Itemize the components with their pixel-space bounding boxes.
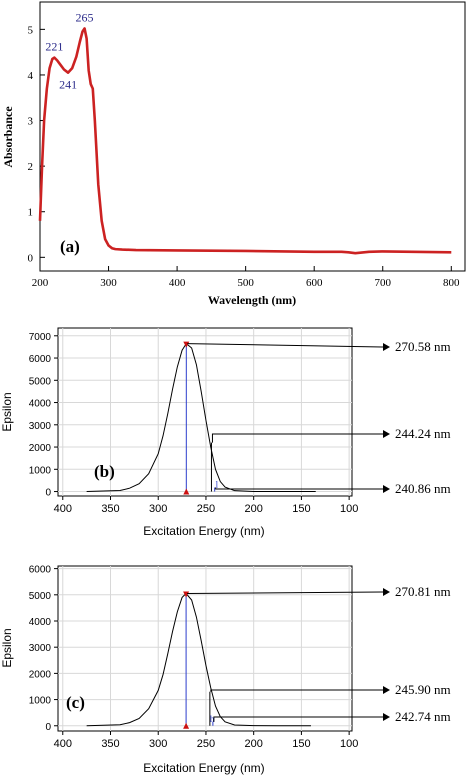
panel-b-epsilon-line: [86, 342, 316, 493]
panel-b-x-tick-label: 300: [149, 503, 167, 515]
panel-b-x-tick-label: 200: [245, 503, 263, 515]
panel-b-ticks: 400 350 300 250 200 150 1000100020003000400050…: [29, 332, 359, 515]
panel-b-y-tick-label: 7000: [29, 332, 52, 343]
panel-b-x-tick-label: 100: [340, 503, 358, 515]
panel-c-x-tick-label: 200: [245, 738, 263, 750]
panel-c-callout-line: [213, 716, 384, 722]
panel-b-x-tick-label: 350: [101, 503, 119, 515]
panel-b-y-axis-title: Epsilon: [0, 392, 14, 431]
panel-c-y-axis-title: Epsilon: [0, 628, 14, 667]
panel-c-x-tick-label: 150: [292, 738, 310, 750]
panel-b-callout-label: 270.58 nm: [395, 339, 451, 354]
panel-b-y-tick-label: 0: [45, 488, 51, 499]
panel-b-peak-marker-base: [183, 488, 190, 495]
panel-b-callout-arrowhead: [383, 430, 390, 438]
panel-a-x-tick-label: 800: [443, 277, 460, 289]
panel-a-peak-labels: 221 241 265: [45, 10, 93, 91]
panel-b-callout-arrowhead: [383, 343, 390, 351]
panel-b-epsilon-chart: 400 350 300 250 200 150 1000100020003000400050…: [0, 327, 451, 538]
panel-a-x-axis-title: Wavelength (nm): [208, 293, 296, 307]
panel-c-callout-arrowhead: [383, 588, 390, 596]
panel-c-x-tick-label: 250: [197, 738, 215, 750]
panel-b-callout-line: [215, 487, 384, 490]
panel-a-peak-label: 241: [59, 78, 77, 92]
panel-b-y-tick-label: 3000: [29, 421, 52, 432]
panel-c-ticks: 400 350 300 250 200 150 1000100020003000400050…: [29, 565, 359, 750]
panel-a-y-tick-label: 5: [28, 24, 34, 36]
panel-b-y-tick-label: 5000: [29, 376, 52, 387]
panel-c-callout-arrowhead: [383, 713, 390, 721]
panel-a-y-tick-label: 4: [28, 70, 34, 82]
panel-a-absorbance-line: [38, 27, 452, 255]
panel-c-sticks: h: [183, 591, 215, 729]
panel-a-x-tick-label: 300: [100, 277, 117, 289]
panel-c-peak-marker-base: [183, 722, 190, 729]
panel-b-gridlines: [58, 328, 352, 496]
panel-b-letter: (b): [94, 462, 115, 481]
panel-b-callouts: 270.58 nm 244.24 nm 240.86 nm: [187, 339, 451, 496]
panel-a-x-tick-label: 200: [32, 277, 49, 289]
panel-c-series: [86, 592, 311, 727]
panel-b-y-tick-label: 2000: [29, 443, 52, 454]
panel-b-callout-line: [211, 433, 384, 443]
panel-a-y-tick-label: 2: [28, 161, 34, 173]
panel-a-series: [38, 27, 452, 255]
panel-b-callout-label: 244.24 nm: [395, 426, 451, 441]
panel-a-uv-absorbance-chart: 200 300 400 500 600 700 800 0 1 2 3 4 5 221 241 265 (a…: [1, 1, 466, 307]
panel-b-x-tick-label: 150: [292, 503, 310, 515]
panel-b-x-axis-title: Excitation Energy (nm): [143, 524, 264, 538]
panel-a-y-tick-label: 1: [28, 207, 34, 219]
panel-a-x-tick-label: 600: [306, 277, 323, 289]
panel-c-callout-label: 242.74 nm: [395, 709, 451, 724]
panel-c-x-tick-label: 300: [149, 738, 167, 750]
panel-b-callout-line: [187, 343, 385, 348]
panel-a-x-tick-label: 700: [374, 277, 391, 289]
panel-c-callout-arrowhead: [383, 686, 390, 694]
panel-a-y-tick-label: 3: [28, 116, 34, 128]
panel-b-peak-marker-top: [183, 341, 190, 348]
panel-c-y-tick-label: 3000: [29, 643, 52, 654]
panel-c-y-tick-label: 2000: [29, 669, 52, 680]
panel-c-x-tick-label: 100: [340, 738, 358, 750]
panel-a-peak-label: 265: [76, 10, 94, 24]
panel-c-x-tick-label: 400: [54, 738, 72, 750]
panel-c-y-tick-label: 5000: [29, 591, 52, 602]
panel-a-x-tick-label: 400: [169, 277, 186, 289]
panel-a-ticks: 200 300 400 500 600 700 800 0 1 2 3 4 5: [28, 24, 461, 289]
panel-b-callout-arrowhead: [383, 485, 390, 493]
panel-c-callout-label: 245.90 nm: [395, 682, 451, 697]
panel-b-x-tick-label: 400: [54, 503, 72, 515]
panel-a-letter: (a): [60, 237, 80, 256]
panel-c-y-tick-label: 6000: [29, 565, 52, 576]
panel-b-series: [86, 342, 316, 493]
panel-c-callout-line: [187, 591, 385, 594]
panel-c-y-tick-label: 0: [45, 722, 51, 733]
panel-b-sticks: l: [183, 341, 219, 495]
panel-a-x-tick-label: 500: [237, 277, 254, 289]
panel-a-y-axis-title: Absorbance: [1, 106, 15, 168]
panel-c-y-tick-label: 4000: [29, 617, 52, 628]
panel-c-callout-label: 270.81 nm: [395, 584, 451, 599]
panel-a-plot-frame: [39, 1, 466, 272]
panel-a-peak-label: 221: [45, 40, 63, 54]
panel-c-epsilon-chart: 400 350 300 250 200 150 1000100020003000400050…: [0, 565, 451, 775]
panel-b-y-tick-label: 6000: [29, 354, 52, 365]
panel-c-plot-frame: [57, 565, 353, 732]
panel-c-stick-glyph-label: h: [210, 714, 215, 724]
panel-b-stick-glyph-label: l: [216, 480, 219, 490]
panel-c-y-tick-label: 1000: [29, 696, 52, 707]
panel-c-x-axis-title: Excitation Energy (nm): [143, 761, 264, 775]
panel-b-callout-label: 240.86 nm: [395, 481, 451, 496]
panel-b-y-tick-label: 4000: [29, 399, 52, 410]
panel-b-y-tick-label: 1000: [29, 465, 52, 476]
panel-c-x-tick-label: 350: [101, 738, 119, 750]
panel-c-callout-line: [210, 689, 384, 692]
panel-c-letter: (c): [66, 693, 85, 712]
panel-b-x-tick-label: 250: [197, 503, 215, 515]
panel-c-epsilon-line: [86, 592, 311, 727]
panel-a-y-tick-label: 0: [28, 252, 34, 264]
panel-c-callouts: 270.81 nm 245.90 nm 242.74 nm: [187, 584, 451, 724]
